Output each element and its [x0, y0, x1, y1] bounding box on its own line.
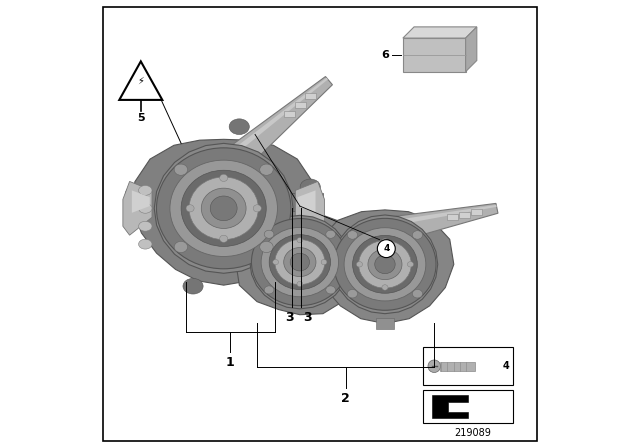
- Polygon shape: [119, 61, 163, 100]
- Ellipse shape: [252, 219, 348, 306]
- Circle shape: [378, 240, 396, 258]
- Text: 4: 4: [502, 361, 509, 371]
- Ellipse shape: [210, 196, 237, 221]
- Ellipse shape: [139, 203, 152, 213]
- Text: 4: 4: [383, 244, 390, 253]
- Bar: [305, 93, 316, 99]
- Ellipse shape: [356, 262, 362, 267]
- Ellipse shape: [174, 241, 188, 253]
- Polygon shape: [466, 27, 477, 72]
- Ellipse shape: [170, 160, 278, 256]
- Text: ⚡: ⚡: [138, 76, 144, 86]
- Text: 3: 3: [285, 311, 294, 324]
- Bar: [423, 390, 513, 423]
- Ellipse shape: [358, 241, 412, 288]
- Polygon shape: [296, 181, 324, 235]
- Bar: [459, 212, 470, 218]
- Ellipse shape: [273, 259, 278, 265]
- Bar: [447, 214, 458, 220]
- Ellipse shape: [344, 228, 426, 301]
- Ellipse shape: [183, 278, 203, 294]
- Bar: [295, 102, 305, 108]
- Polygon shape: [250, 215, 350, 309]
- Polygon shape: [332, 215, 438, 314]
- Ellipse shape: [269, 235, 330, 289]
- Bar: [403, 38, 466, 72]
- Ellipse shape: [271, 264, 291, 280]
- Ellipse shape: [229, 119, 250, 134]
- Polygon shape: [397, 205, 497, 225]
- Polygon shape: [123, 181, 152, 235]
- Ellipse shape: [139, 239, 152, 249]
- Bar: [284, 111, 295, 116]
- Ellipse shape: [348, 231, 358, 239]
- Text: 2: 2: [341, 392, 350, 405]
- Polygon shape: [241, 235, 278, 262]
- Text: 219089: 219089: [454, 428, 491, 438]
- Ellipse shape: [368, 249, 402, 280]
- Ellipse shape: [321, 259, 327, 265]
- Bar: [276, 193, 296, 211]
- Text: 1: 1: [226, 356, 235, 369]
- Polygon shape: [432, 395, 468, 418]
- Ellipse shape: [181, 170, 266, 246]
- Ellipse shape: [186, 205, 194, 212]
- Polygon shape: [403, 27, 477, 38]
- Polygon shape: [236, 78, 328, 151]
- Polygon shape: [236, 210, 364, 314]
- Ellipse shape: [220, 174, 228, 181]
- Ellipse shape: [353, 235, 417, 293]
- Circle shape: [428, 360, 440, 373]
- Ellipse shape: [264, 286, 274, 294]
- Ellipse shape: [382, 238, 388, 244]
- Ellipse shape: [125, 186, 145, 202]
- Ellipse shape: [139, 221, 152, 231]
- Text: 6: 6: [381, 50, 389, 60]
- Polygon shape: [132, 190, 150, 213]
- Ellipse shape: [348, 289, 358, 298]
- Bar: [471, 209, 482, 215]
- Polygon shape: [154, 143, 293, 273]
- Polygon shape: [298, 190, 316, 213]
- Ellipse shape: [260, 164, 273, 175]
- Ellipse shape: [220, 235, 228, 242]
- Ellipse shape: [174, 164, 188, 175]
- Ellipse shape: [300, 179, 320, 195]
- Polygon shape: [132, 139, 315, 285]
- Polygon shape: [316, 210, 454, 323]
- Ellipse shape: [189, 177, 259, 240]
- Bar: [423, 347, 513, 385]
- Ellipse shape: [297, 281, 303, 287]
- Polygon shape: [440, 362, 475, 371]
- Ellipse shape: [139, 185, 152, 195]
- Text: 5: 5: [137, 113, 145, 123]
- Ellipse shape: [275, 240, 325, 284]
- Bar: [303, 193, 323, 211]
- Ellipse shape: [253, 205, 261, 212]
- Ellipse shape: [326, 230, 335, 238]
- Text: 3: 3: [303, 311, 312, 324]
- Ellipse shape: [412, 231, 422, 239]
- Ellipse shape: [382, 285, 388, 290]
- Ellipse shape: [157, 148, 291, 269]
- Ellipse shape: [260, 241, 273, 253]
- Polygon shape: [396, 203, 498, 241]
- Ellipse shape: [412, 289, 422, 298]
- Ellipse shape: [408, 262, 413, 267]
- Ellipse shape: [201, 188, 246, 228]
- Ellipse shape: [261, 228, 339, 297]
- Ellipse shape: [375, 255, 395, 274]
- Polygon shape: [376, 318, 394, 329]
- Ellipse shape: [334, 218, 436, 310]
- Ellipse shape: [284, 248, 316, 276]
- Polygon shape: [233, 77, 332, 165]
- Ellipse shape: [297, 237, 303, 243]
- Ellipse shape: [264, 230, 274, 238]
- Ellipse shape: [290, 253, 310, 271]
- Ellipse shape: [326, 286, 335, 294]
